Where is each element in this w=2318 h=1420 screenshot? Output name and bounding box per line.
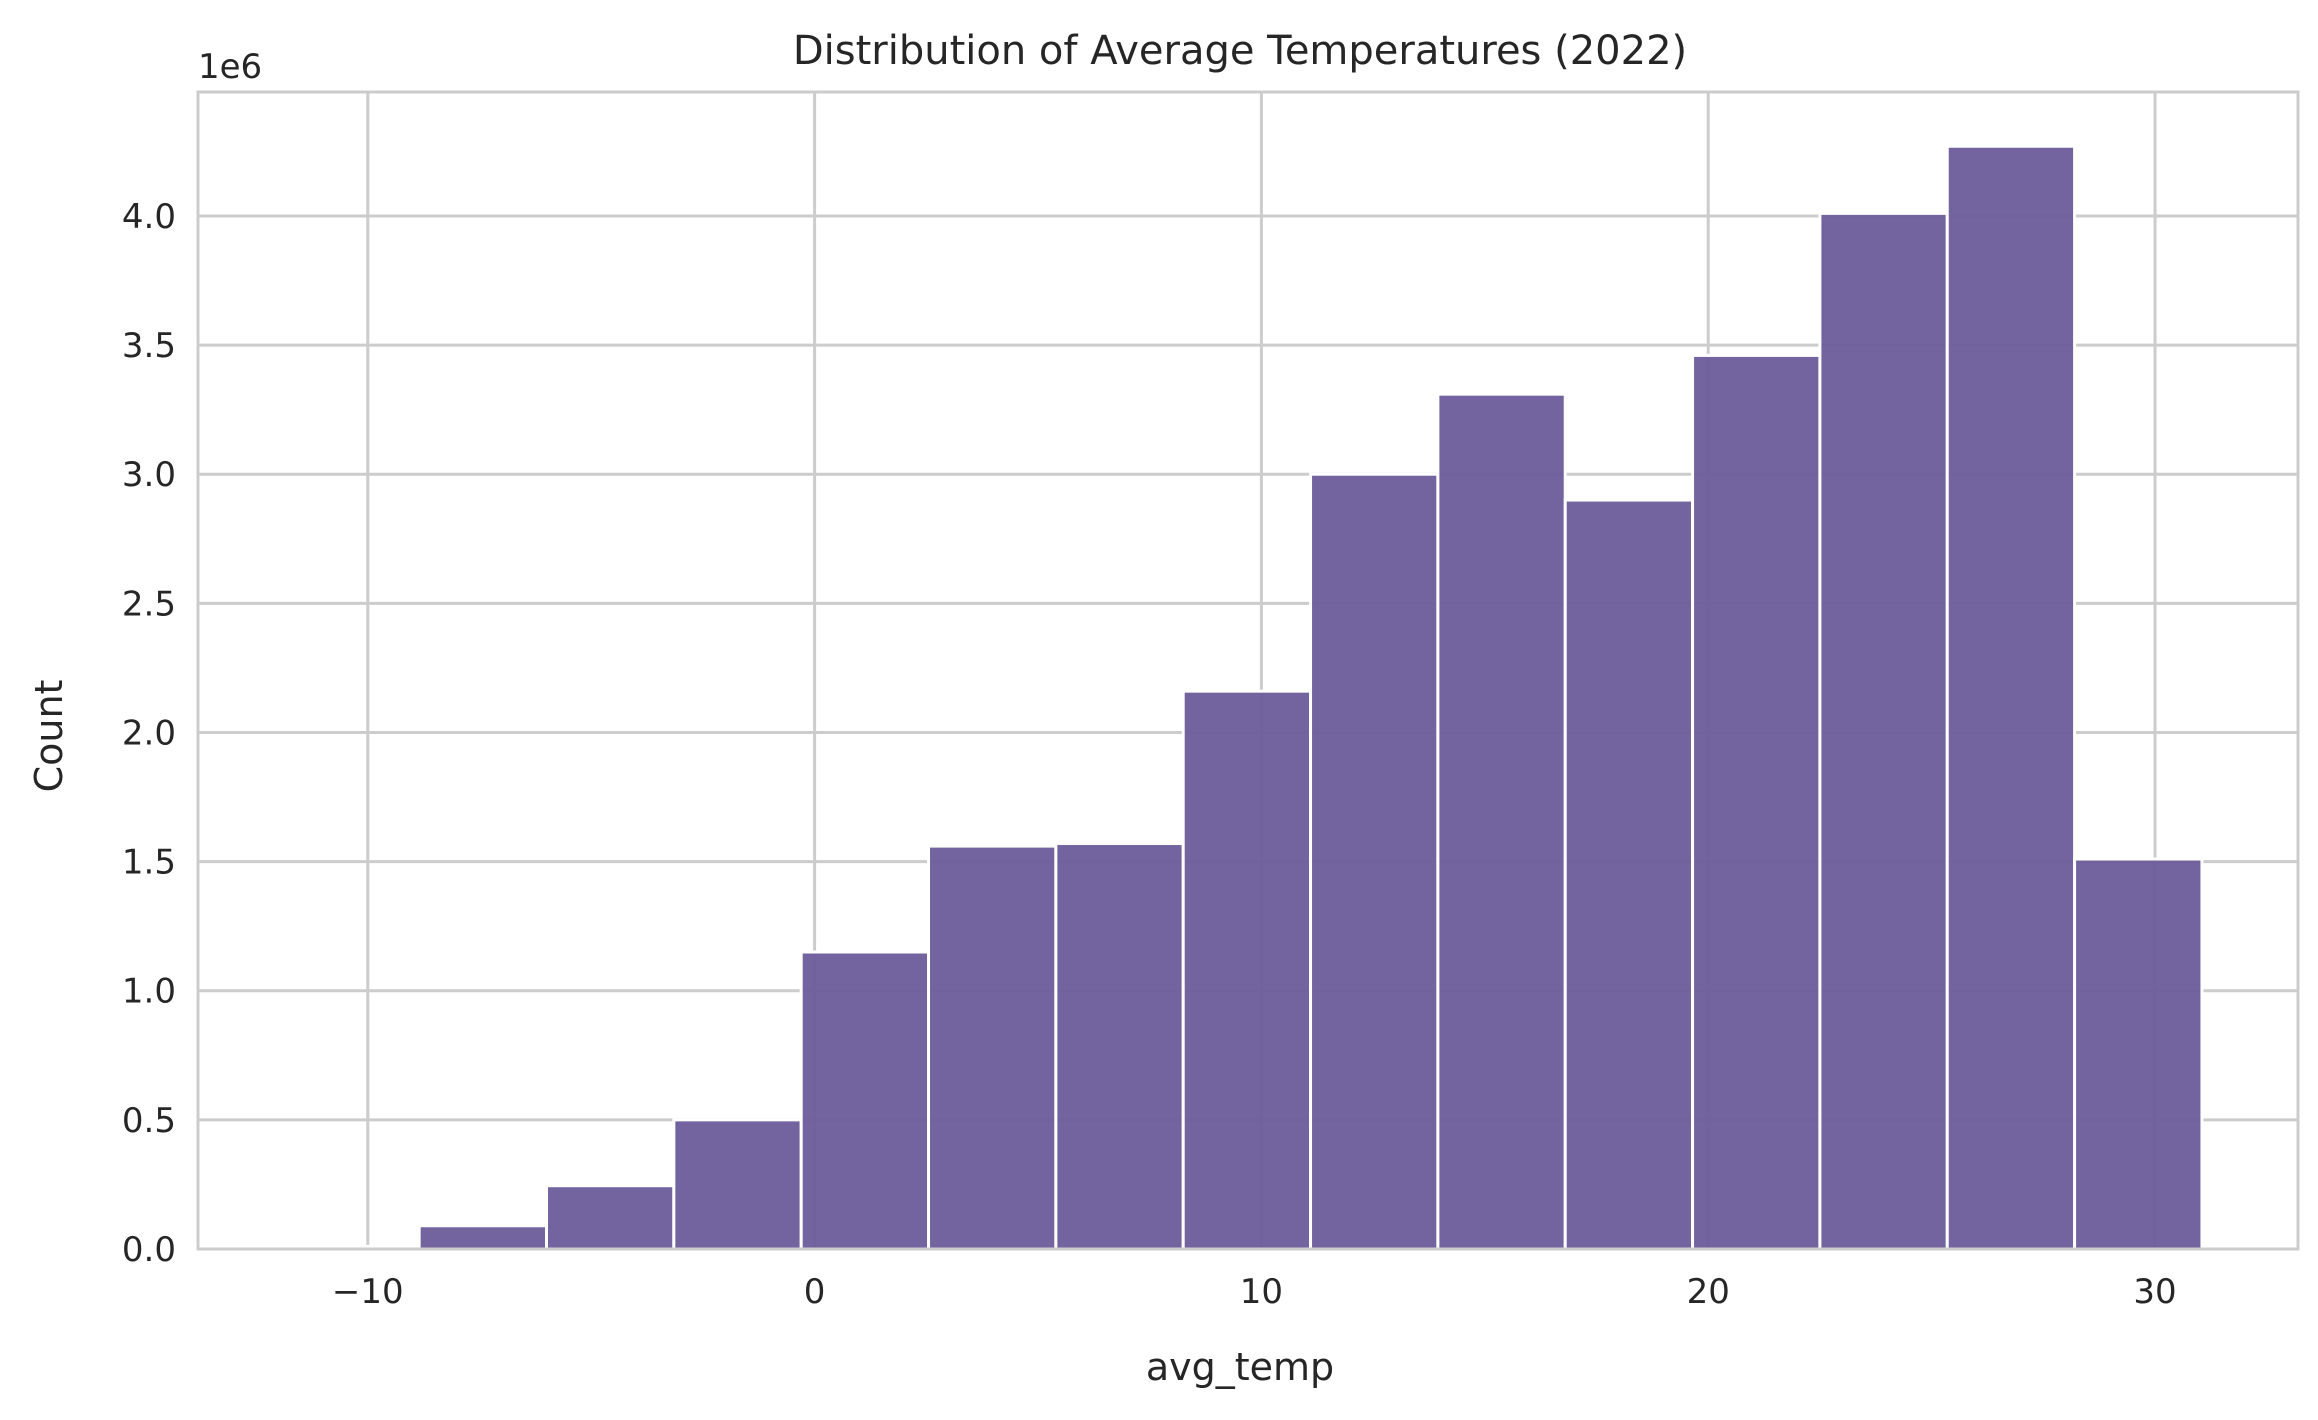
y-tick-label: 1.5: [122, 843, 176, 883]
histogram-bar: [1563, 498, 1695, 1251]
histogram-bar: [1054, 842, 1185, 1251]
histogram-bar: [1181, 689, 1313, 1251]
y-axis-ticks: 0.0 0.5 1.0 1.5 2.0 2.5 3.0 3.5 4.0: [122, 197, 176, 1270]
y-axis-exponent-label: 1e6: [198, 47, 262, 87]
histogram-bars: [290, 144, 2204, 1251]
y-tick-label: 2.0: [122, 713, 176, 753]
histogram-bar: [1436, 392, 1567, 1251]
chart-title: Distribution of Average Temperatures (20…: [793, 28, 1687, 74]
y-tick-label: 3.0: [122, 455, 176, 495]
y-tick-label: 3.5: [122, 326, 176, 366]
x-tick-label: 0: [804, 1272, 826, 1312]
histogram-bar: [927, 844, 1058, 1251]
x-tick-label: −10: [332, 1272, 404, 1312]
plot-frame: [196, 90, 2300, 1251]
y-tick-label: 1.0: [122, 972, 176, 1012]
x-tick-label: 30: [2133, 1272, 2176, 1312]
y-tick-label: 4.0: [122, 197, 176, 237]
y-axis-title: Count: [27, 680, 71, 793]
x-tick-label: 10: [1240, 1272, 1283, 1312]
x-axis-ticks: −10 0 10 20 30: [332, 1272, 2177, 1312]
histogram-bar: [545, 1184, 676, 1251]
y-tick-label: 0.5: [122, 1101, 176, 1141]
histogram-bar: [417, 1224, 549, 1251]
histogram-bar: [1818, 211, 1949, 1251]
histogram-bar: [1691, 353, 1822, 1251]
histogram-bar: [1945, 144, 2077, 1251]
histogram-bar: [2073, 857, 2204, 1251]
histogram-bar: [799, 950, 931, 1251]
x-axis-title: avg_temp: [1146, 1345, 1334, 1389]
y-tick-label: 2.5: [122, 584, 176, 624]
y-tick-label: 0.0: [122, 1230, 176, 1270]
x-tick-label: 20: [1687, 1272, 1730, 1312]
histogram-bar: [672, 1118, 803, 1251]
histogram-bar: [1309, 472, 1440, 1251]
